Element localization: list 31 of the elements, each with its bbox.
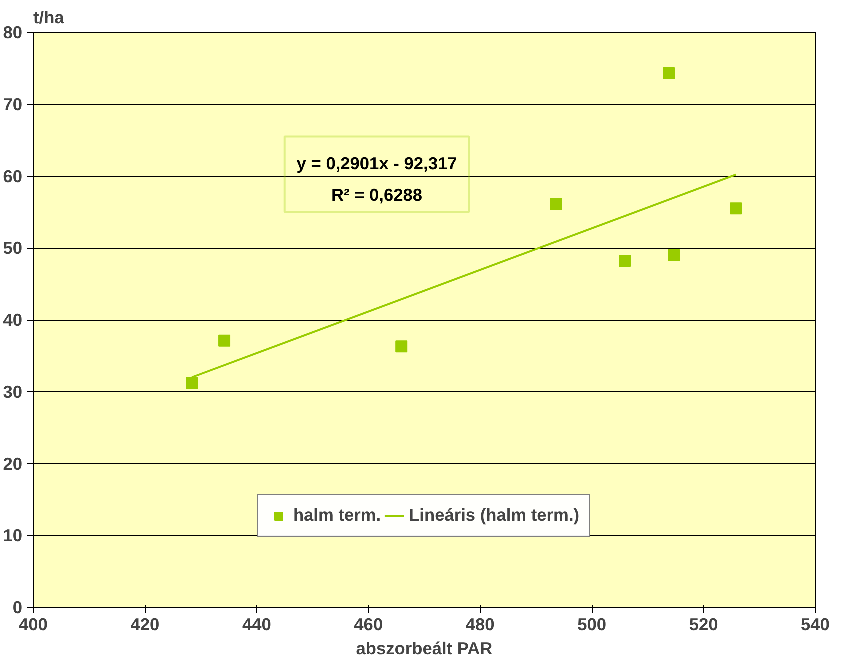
x-tick-label: 520 xyxy=(689,614,718,634)
y-tick-label: 0 xyxy=(12,598,23,618)
point xyxy=(186,377,198,390)
y-axis-title: t/ha xyxy=(34,8,65,28)
y-tick-label: 70 xyxy=(3,94,23,114)
legend-label: halm term. xyxy=(293,505,382,526)
point xyxy=(730,202,742,215)
x-tick-label: 420 xyxy=(130,614,160,634)
x-tick-label: 500 xyxy=(578,614,607,634)
point xyxy=(396,340,408,353)
x-tick-label: 460 xyxy=(354,614,384,634)
x-axis-title: abszorbeált PAR xyxy=(356,638,494,658)
x-tick-label: 440 xyxy=(242,614,272,634)
y-tick-label: 20 xyxy=(3,454,23,474)
point xyxy=(550,198,562,210)
y-tick-label: 40 xyxy=(3,310,23,330)
y-tick-label: 50 xyxy=(3,238,23,258)
y-tick-label: 30 xyxy=(3,382,23,402)
point xyxy=(663,67,676,80)
y-tick-label: 60 xyxy=(3,166,23,186)
point xyxy=(668,249,680,262)
point xyxy=(218,334,231,347)
y-tick-label: 10 xyxy=(3,526,23,546)
y-tick-label: 80 xyxy=(3,22,23,42)
point xyxy=(619,255,632,268)
x-tick-label: 400 xyxy=(19,614,48,634)
annotation: y = 0,2901x - 92,317 xyxy=(296,153,458,174)
x-tick-label: 540 xyxy=(801,614,830,634)
legend-label: Lineáris (halm term.) xyxy=(409,505,580,526)
annotation: R² = 0,6288 xyxy=(332,184,423,205)
x-tick-label: 480 xyxy=(466,614,495,634)
